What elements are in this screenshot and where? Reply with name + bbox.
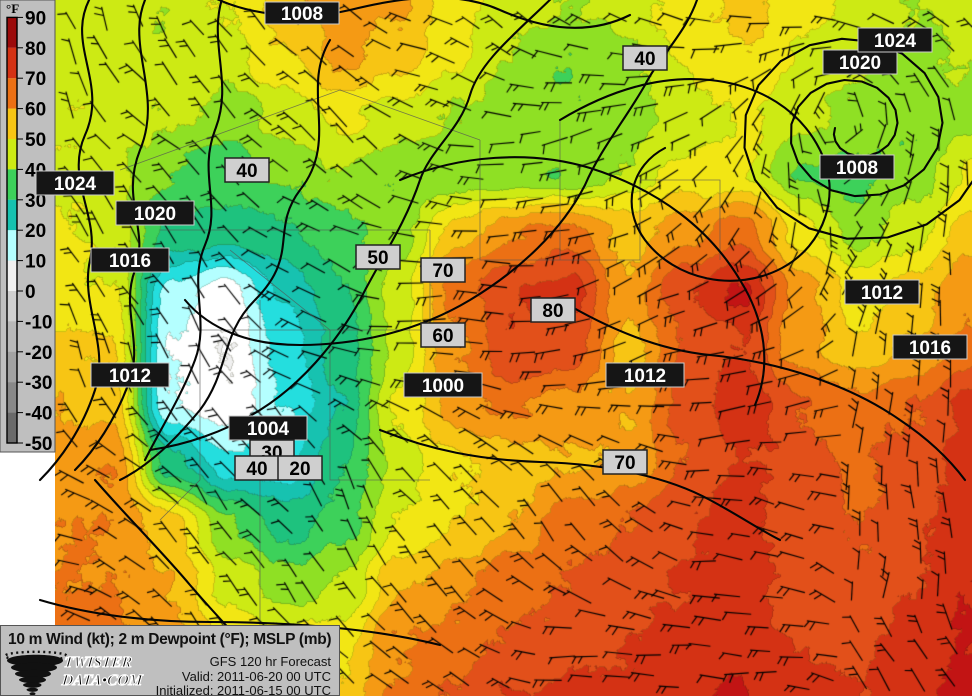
svg-text:-40: -40 — [25, 404, 52, 425]
svg-text:80: 80 — [25, 39, 46, 60]
svg-text:70: 70 — [25, 69, 46, 90]
svg-text:°F: °F — [6, 1, 19, 16]
svg-text:-20: -20 — [25, 343, 52, 364]
svg-text:20: 20 — [25, 221, 46, 242]
svg-text:30: 30 — [25, 191, 46, 212]
svg-text:0: 0 — [25, 282, 36, 303]
svg-text:50: 50 — [25, 130, 46, 151]
svg-text:-30: -30 — [25, 373, 52, 394]
svg-text:-10: -10 — [25, 312, 52, 333]
svg-text:10: 10 — [25, 252, 46, 273]
svg-text:-50: -50 — [25, 434, 52, 455]
svg-text:90: 90 — [25, 8, 46, 29]
svg-text:60: 60 — [25, 100, 46, 121]
svg-text:40: 40 — [25, 160, 46, 181]
